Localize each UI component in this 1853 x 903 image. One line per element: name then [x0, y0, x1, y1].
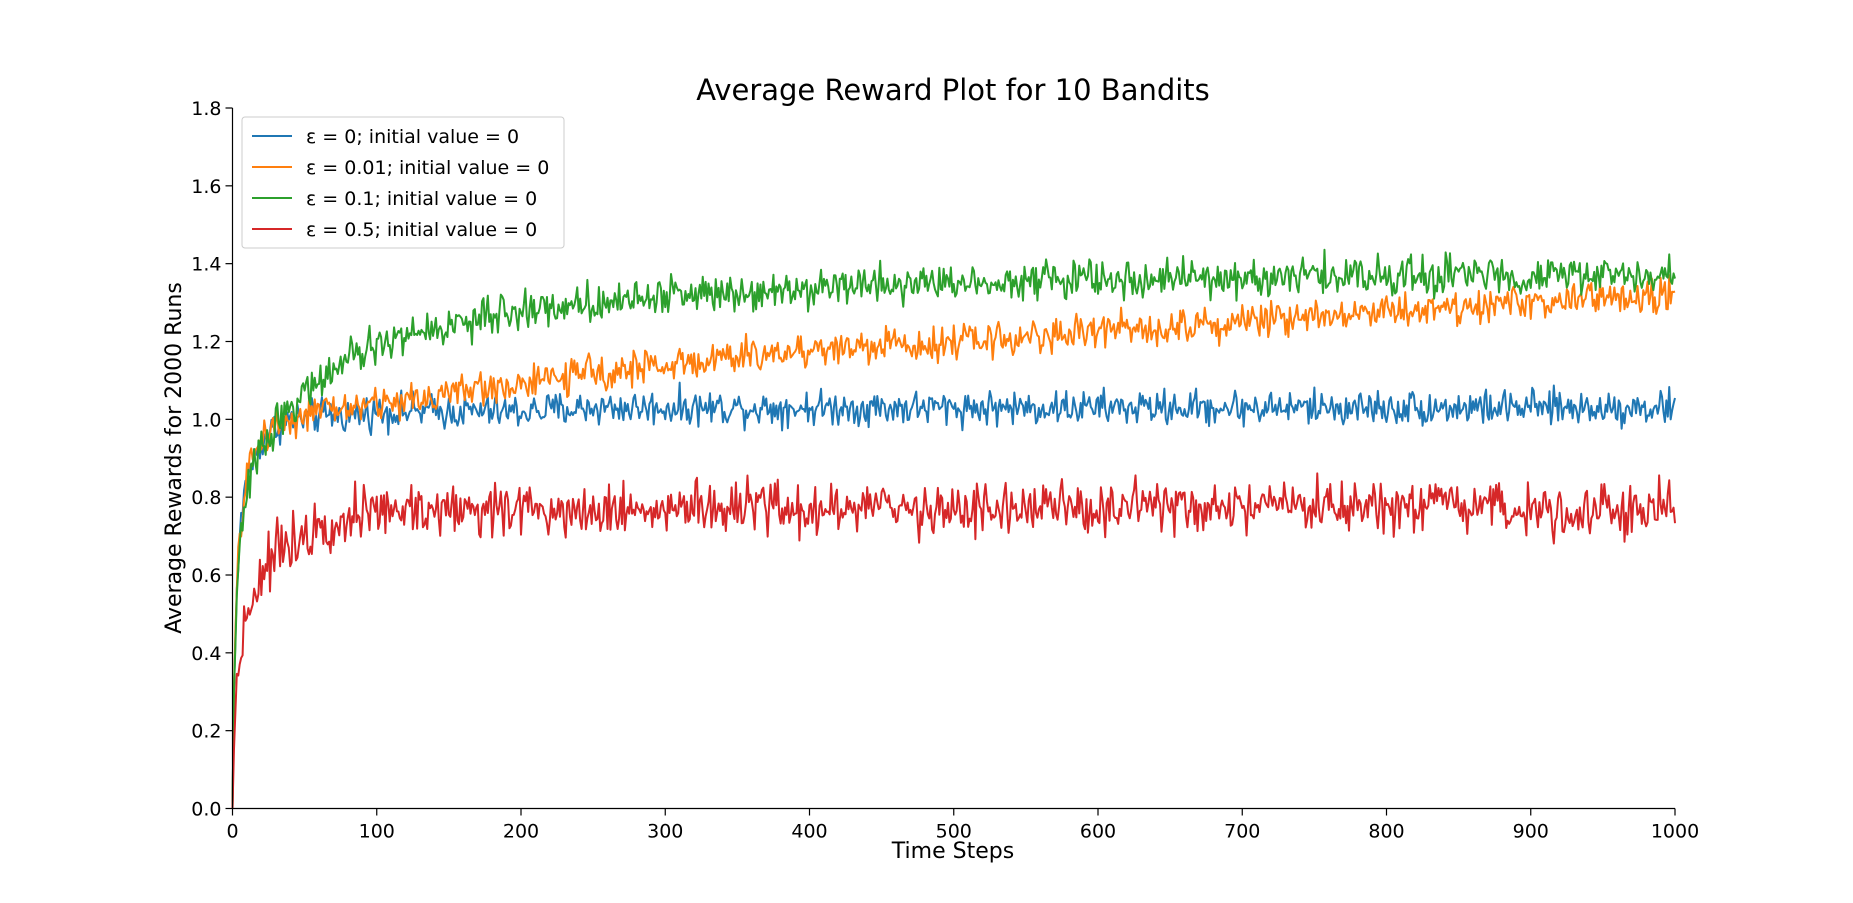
legend-label-eps-0-01: ε = 0.01; initial value = 0: [306, 157, 549, 179]
x-tick-label: 300: [647, 821, 683, 843]
x-axis-label: Time Steps: [891, 839, 1014, 864]
y-tick-label: 0.4: [191, 643, 221, 665]
x-tick-label: 800: [1368, 821, 1404, 843]
y-tick-label: 0.8: [191, 487, 221, 509]
legend-label-eps-0-5: ε = 0.5; initial value = 0: [306, 219, 537, 241]
y-tick-label: 1.0: [191, 409, 221, 431]
chart-title: Average Reward Plot for 10 Bandits: [696, 73, 1210, 107]
x-tick-label: 500: [936, 821, 972, 843]
x-tick-label: 700: [1224, 821, 1260, 843]
x-tick-label: 600: [1080, 821, 1116, 843]
y-axis-label: Average Rewards for 2000 Runs: [162, 282, 187, 634]
legend-frame: [241, 116, 565, 249]
x-tick-label: 0: [226, 821, 238, 843]
y-tick-label: 1.4: [191, 254, 221, 276]
x-axis-ticks: 0 100 200 300 400 500 600 700 800 900 1000: [226, 808, 1699, 843]
x-tick-label: 200: [503, 821, 539, 843]
series-line-eps-0-5: [231, 472, 1676, 809]
legend-label-eps-0-1: ε = 0.1; initial value = 0: [306, 188, 537, 210]
x-tick-label: 1000: [1651, 821, 1699, 843]
y-tick-label: 0.2: [191, 721, 221, 743]
x-tick-label: 400: [791, 821, 827, 843]
y-tick-label: 0.0: [191, 799, 221, 821]
x-tick-label: 100: [359, 821, 395, 843]
x-tick-label: 900: [1513, 821, 1549, 843]
y-tick-label: 1.8: [191, 98, 221, 120]
y-tick-label: 1.2: [191, 332, 221, 354]
y-axis-ticks: 0.0 0.2 0.4 0.6 0.8 1.0 1.2 1.4 1.6 1.8: [191, 98, 233, 821]
y-tick-label: 0.6: [191, 565, 221, 587]
series-line-eps-0-1: [231, 248, 1676, 809]
legend-label-eps-0: ε = 0; initial value = 0: [306, 126, 519, 148]
legend: ε = 0; initial value = 0 ε = 0.01; initi…: [241, 116, 565, 249]
y-tick-label: 1.6: [191, 176, 221, 198]
series-line-eps-0: [231, 381, 1676, 809]
series-line-eps-0-01: [231, 274, 1676, 809]
plot-area: [231, 248, 1676, 809]
